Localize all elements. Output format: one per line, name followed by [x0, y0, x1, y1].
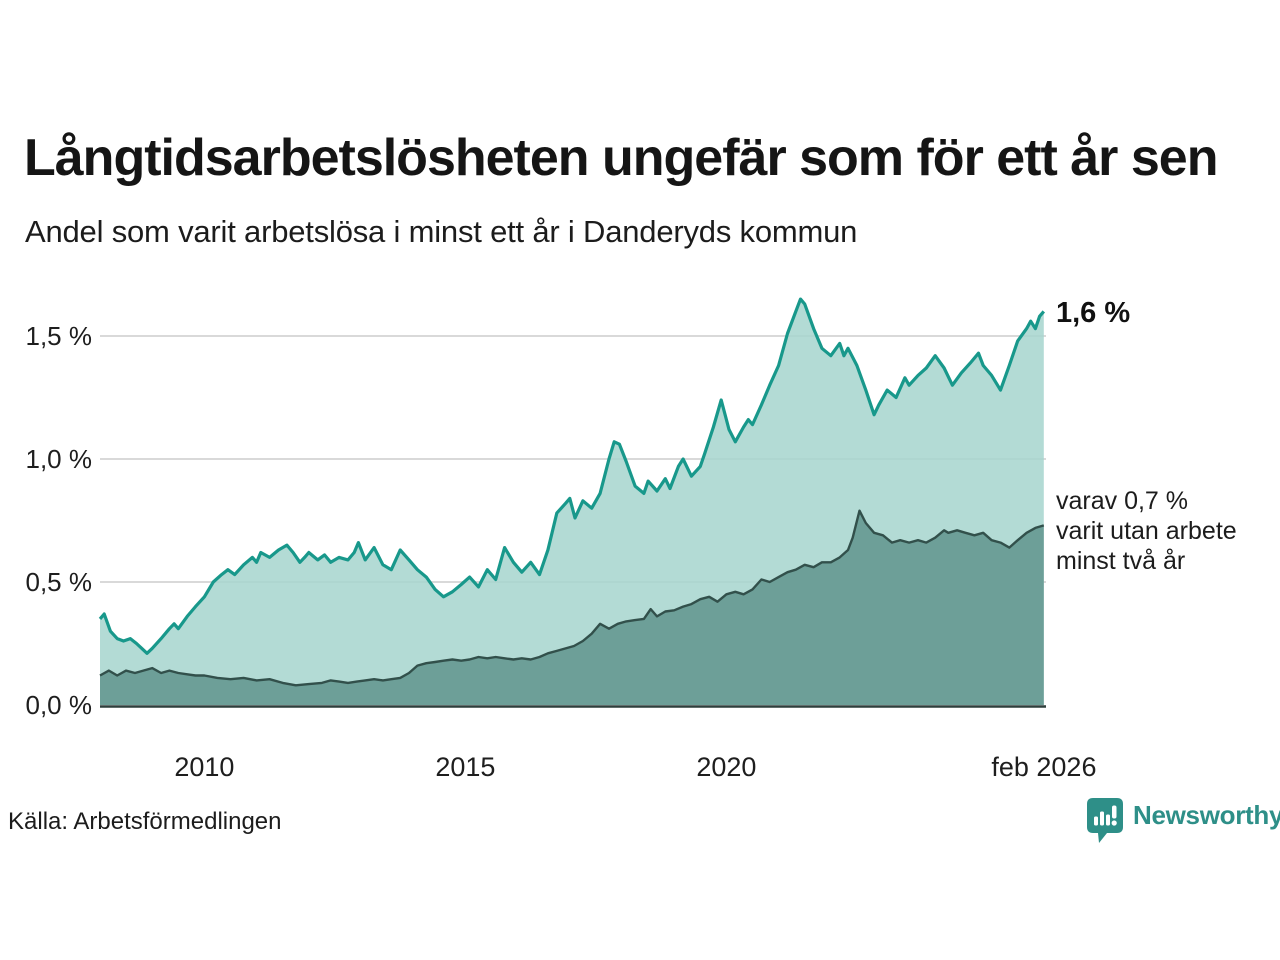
- secondary-value-line: varit utan arbete: [1056, 517, 1237, 545]
- y-tick-label: 0,5 %: [25, 567, 93, 597]
- secondary-value-label: varav 0,7 % varit utan arbete minst två …: [1056, 486, 1237, 576]
- series-line-1: [99, 509, 1045, 687]
- newsworthy-logo: Newsworthy: [1086, 797, 1280, 845]
- page-subtitle: Andel som varit arbetslösa i minst ett å…: [25, 214, 858, 249]
- x-tick-label: 2010: [174, 752, 235, 782]
- newsworthy-logo-icon: [1087, 798, 1123, 843]
- secondary-value-line: minst två år: [1056, 547, 1186, 575]
- page-title: Långtidsarbetslösheten ungefär som för e…: [24, 129, 1218, 187]
- latest-value-label: 1,6 %: [1056, 297, 1131, 329]
- source-note: Källa: Arbetsförmedlingen: [8, 808, 282, 835]
- series-area-1: [100, 510, 1044, 705]
- y-tick-label: 1,0 %: [25, 444, 93, 474]
- series-line-0: [98, 297, 1046, 655]
- secondary-value-line: varav 0,7 %: [1056, 487, 1189, 515]
- x-tick-label: 2015: [435, 752, 496, 782]
- y-tick-label: 0,0 %: [25, 690, 93, 720]
- x-tick-label: 2020: [696, 752, 757, 782]
- y-tick-label: 1,5 %: [25, 321, 93, 351]
- x-tick-label: feb 2026: [991, 752, 1097, 782]
- newsworthy-wordmark: Newsworthy: [1133, 800, 1280, 830]
